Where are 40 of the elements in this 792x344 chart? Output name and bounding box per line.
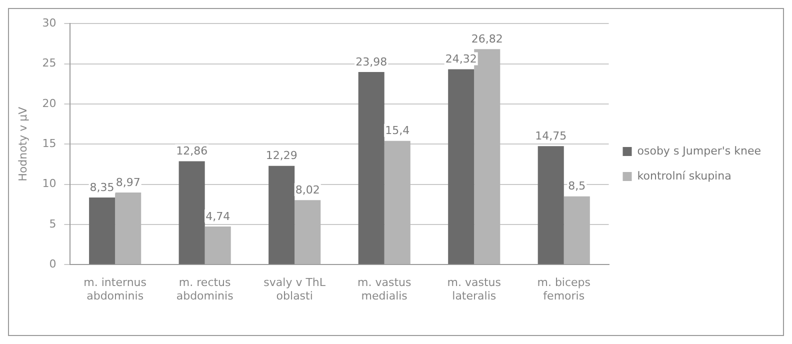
y-tick-label: 5 (49, 217, 56, 230)
data-label: 23,98 (356, 55, 388, 68)
bar (358, 72, 384, 264)
data-label: 12,29 (266, 149, 298, 162)
bar (178, 161, 205, 264)
bar (115, 192, 142, 264)
x-tick-label: svaly v ThL oblasti (264, 276, 326, 302)
bar (204, 226, 231, 264)
y-tick-label: 20 (42, 96, 56, 110)
x-tick-label: m. biceps femoris (537, 276, 591, 302)
y-tick-label: 10 (42, 177, 56, 190)
data-label: 12,86 (176, 144, 208, 158)
x-tick-label: m. vastus lateralis (447, 276, 502, 302)
x-tick-label: m. rectus abdominis (176, 276, 234, 302)
data-label: 8,97 (116, 176, 140, 189)
bar (538, 146, 564, 264)
y-tick-label: 15 (42, 136, 56, 150)
data-label: 8,5 (568, 180, 586, 193)
y-axis-title: Hodnoty v µV (16, 106, 30, 182)
bar (384, 140, 410, 264)
legend-label: kontrolní skupina (637, 169, 732, 182)
y-tick-label: 0 (49, 257, 56, 270)
data-label: 24,32 (445, 52, 477, 66)
bar (474, 49, 500, 264)
data-label: 8,02 (295, 184, 320, 197)
y-tick-label: 30 (42, 16, 56, 30)
data-label: 4,74 (206, 210, 230, 223)
data-label: 8,35 (90, 180, 114, 194)
bar (294, 200, 321, 264)
legend-label: osoby s Jumper's knee (637, 144, 762, 158)
data-label: 15,4 (385, 124, 410, 138)
y-tick-label: 25 (42, 56, 56, 70)
bar (448, 69, 474, 264)
data-label: 26,82 (471, 32, 503, 46)
x-tick-label: m. vastus medialis (358, 276, 412, 302)
bar (268, 166, 295, 264)
bar (564, 196, 590, 264)
data-label: 14,75 (535, 129, 567, 142)
bar (89, 198, 116, 264)
x-tick-label: m. internus abdominis (84, 276, 147, 302)
